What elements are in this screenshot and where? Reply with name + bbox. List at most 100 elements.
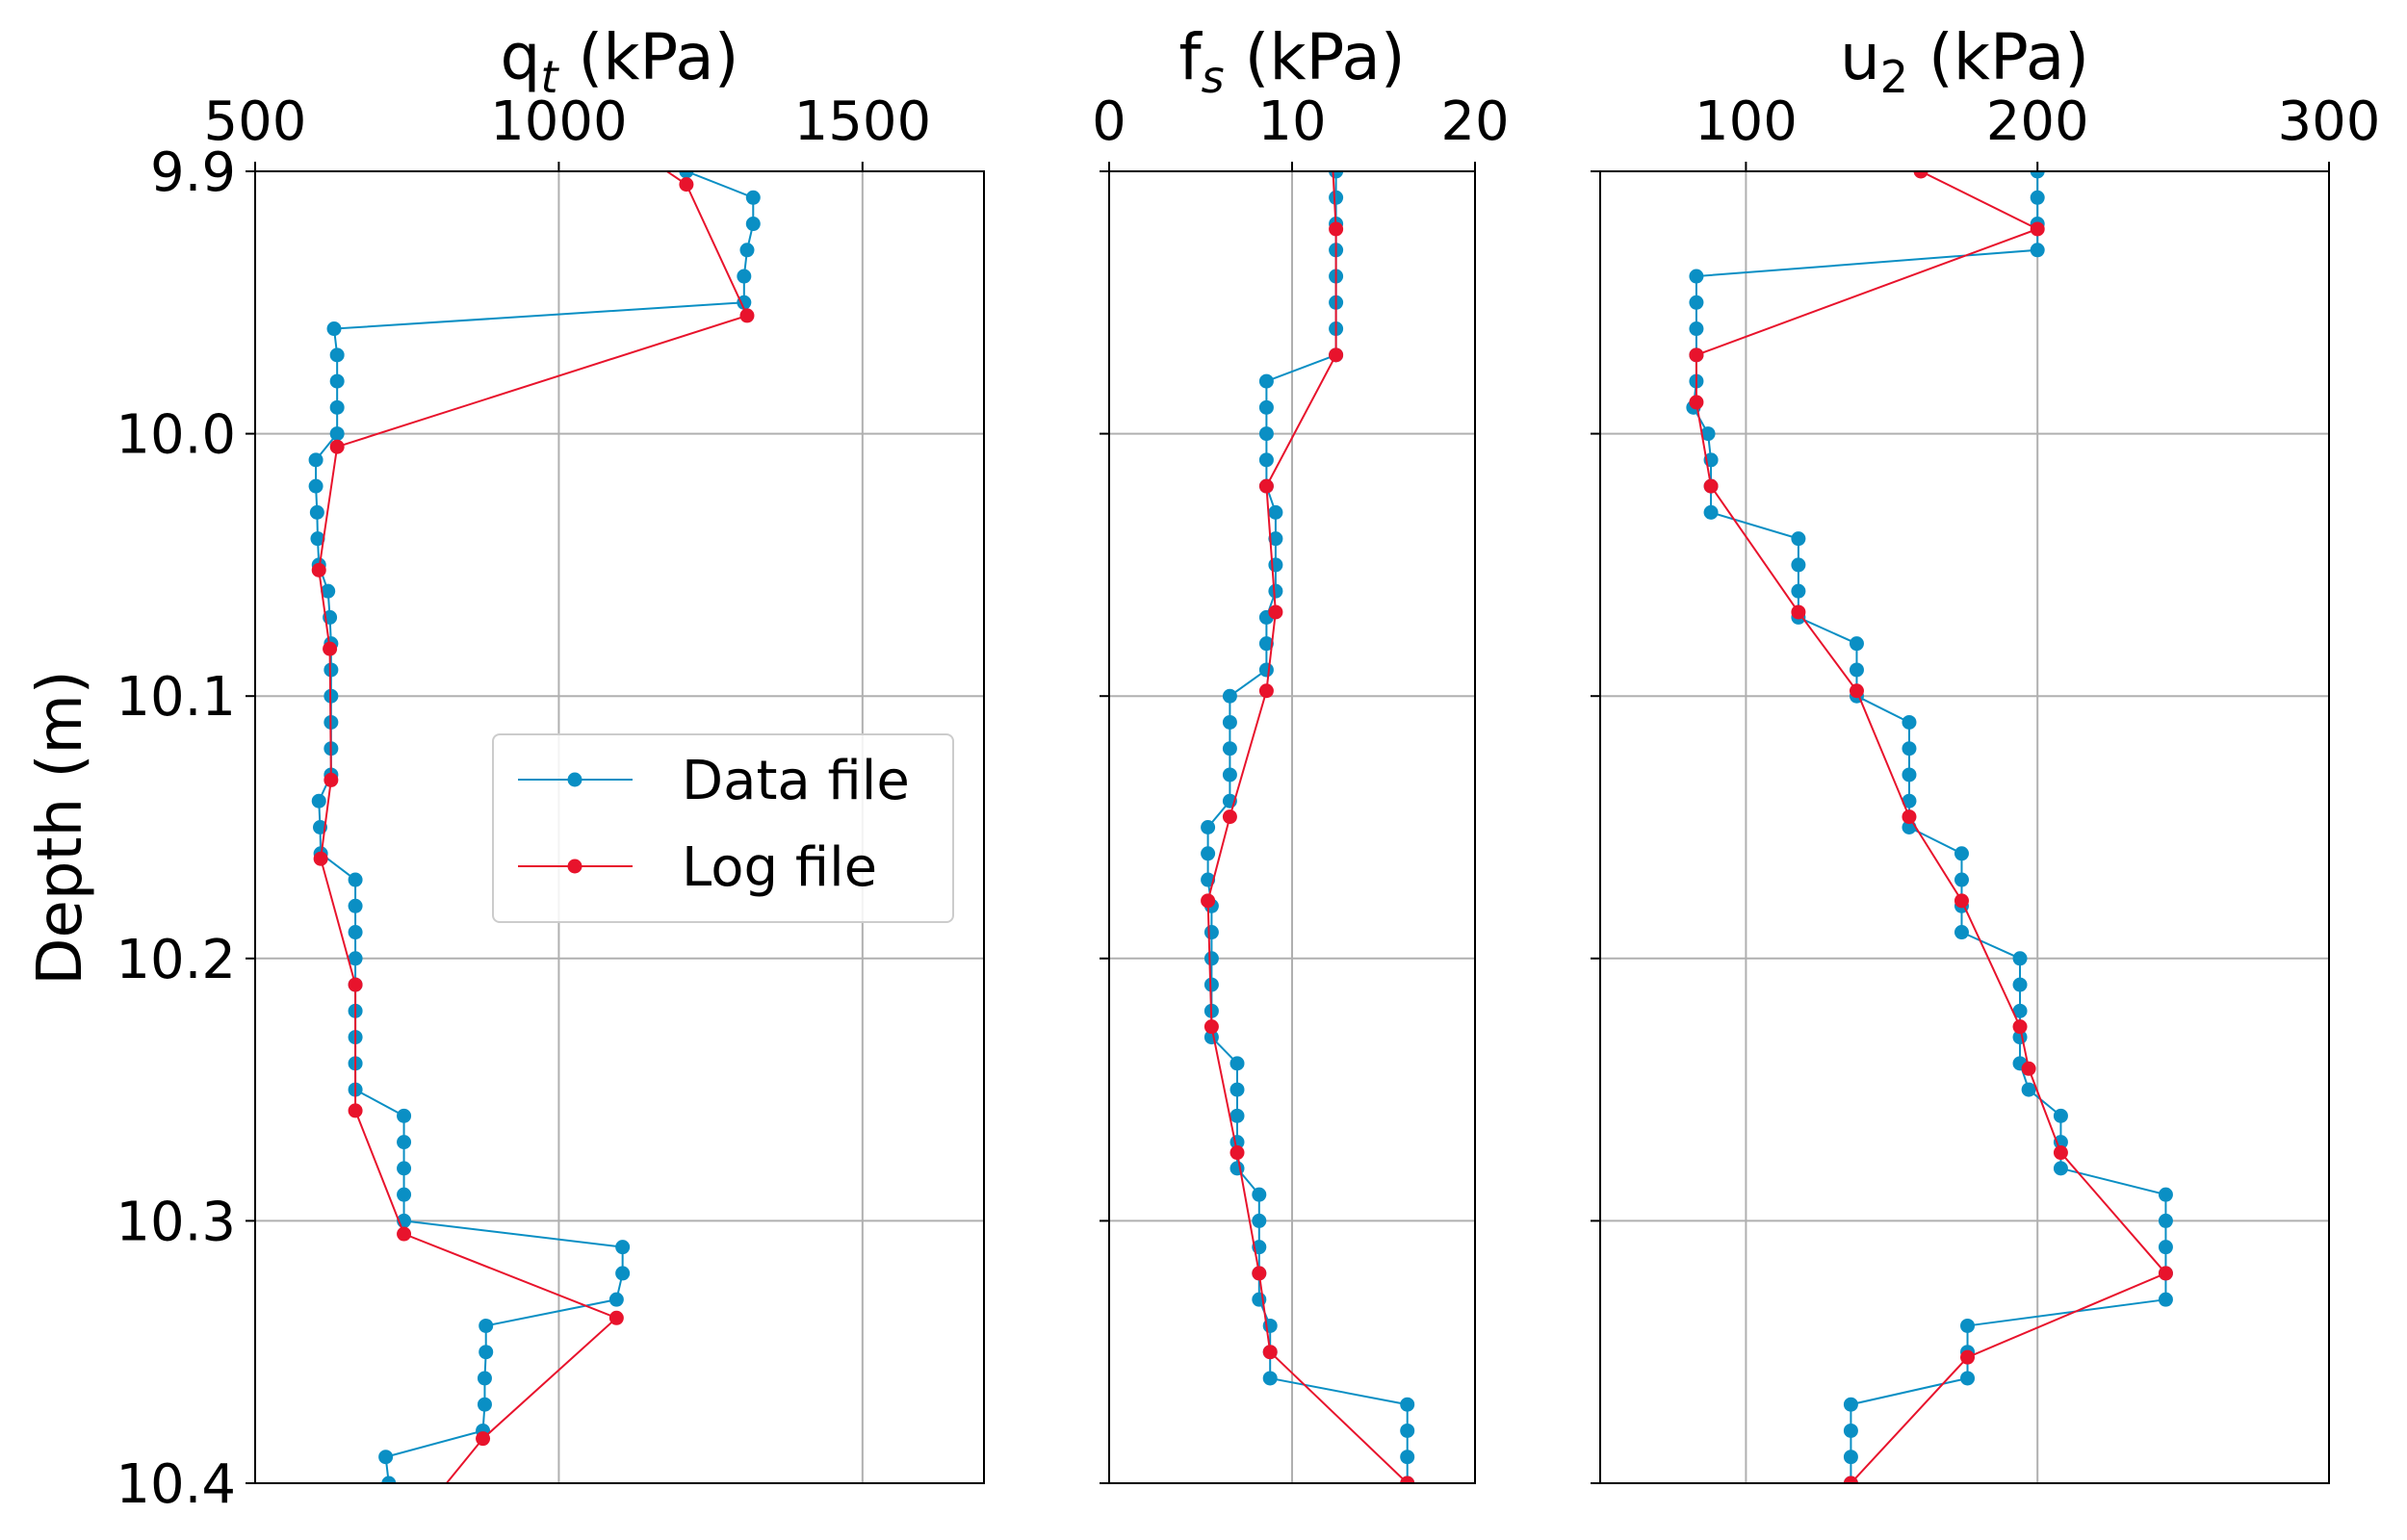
- data-point: [348, 925, 363, 940]
- data-point: [1204, 977, 1219, 992]
- data-point: [1258, 426, 1274, 442]
- data-point: [1359, 1502, 1374, 1517]
- data-point: [2012, 1003, 2028, 1018]
- data-point: [2030, 221, 2045, 237]
- data-point: [1849, 683, 1864, 699]
- data-point: [739, 308, 755, 323]
- data-point: [1268, 583, 1283, 599]
- data-point: [397, 1108, 412, 1123]
- data-point: [1329, 221, 1344, 237]
- data-point: [310, 531, 325, 547]
- data-point: [397, 1226, 412, 1242]
- data-point: [308, 478, 324, 494]
- data-point: [324, 772, 339, 787]
- data-point: [1400, 1397, 1415, 1412]
- data-point: [2158, 1292, 2173, 1307]
- data-point: [1229, 1082, 1245, 1097]
- data-point: [1204, 951, 1219, 966]
- data-point: [1268, 557, 1283, 573]
- data-point: [1229, 1108, 1245, 1123]
- data-point: [1791, 531, 1806, 547]
- data-point: [1689, 295, 1704, 310]
- data-point: [2012, 951, 2028, 966]
- data-point: [1258, 478, 1274, 494]
- data-point: [2030, 243, 2045, 258]
- data-point: [2012, 1019, 2028, 1035]
- y-tick-label: 10.4: [116, 1453, 236, 1516]
- data-point: [1258, 452, 1274, 468]
- data-point: [1902, 793, 1917, 808]
- data-point: [1960, 1349, 1976, 1365]
- y-tick-label: 9.9: [150, 141, 236, 204]
- data-point: [1229, 1145, 1245, 1161]
- data-point: [1204, 1019, 1219, 1035]
- data-point: [378, 1450, 394, 1465]
- series-line: [1206, 171, 1409, 1483]
- data-point: [1252, 1266, 1267, 1281]
- legend-marker: [567, 859, 582, 874]
- data-point: [308, 452, 324, 468]
- data-point: [1204, 925, 1219, 940]
- series-line: [315, 171, 755, 1483]
- data-point: [615, 1266, 631, 1281]
- data-point: [739, 243, 755, 258]
- data-point: [2158, 1240, 2173, 1255]
- data-point: [1329, 190, 1344, 205]
- data-point: [1268, 531, 1283, 547]
- data-point: [1791, 583, 1806, 599]
- panel-2: 0 10 20 fs (kPa): [1092, 20, 1510, 1517]
- data-point: [329, 426, 345, 442]
- data-point: [1201, 846, 1216, 861]
- data-point: [1222, 767, 1237, 783]
- legend-label: Data file: [682, 750, 910, 812]
- data-point: [329, 373, 345, 389]
- data-point: [1268, 604, 1283, 620]
- data-point: [1843, 1476, 1858, 1483]
- data-point: [745, 190, 761, 205]
- data-point: [329, 347, 345, 363]
- data-point: [608, 1292, 624, 1307]
- series-log-file: [311, 171, 755, 1483]
- data-point: [1954, 872, 1969, 887]
- data-point: [1325, 151, 1339, 166]
- legend-box: [492, 733, 954, 923]
- data-point: [329, 439, 345, 454]
- series-log-file: [1689, 171, 2173, 1483]
- data-point: [1700, 426, 1716, 442]
- data-point: [313, 851, 328, 866]
- data-point: [479, 1345, 494, 1360]
- data-point: [1849, 636, 1864, 652]
- data-point: [323, 641, 338, 656]
- data-point: [476, 1431, 491, 1447]
- data-point: [479, 1318, 494, 1333]
- y-tick-label: 10.1: [116, 666, 236, 729]
- data-point: [1258, 636, 1274, 652]
- data-point: [1229, 1161, 1245, 1176]
- series-line: [1206, 171, 1409, 1483]
- data-point: [311, 562, 326, 578]
- panel-title: qt (kPa): [501, 20, 739, 103]
- data-point: [348, 977, 363, 992]
- data-point: [1400, 1423, 1415, 1438]
- axes-frame: [1599, 170, 2330, 1484]
- data-point: [1902, 767, 1917, 783]
- data-point: [1954, 846, 1969, 861]
- data-point: [1400, 1450, 1415, 1465]
- data-point: [1884, 1502, 1899, 1517]
- data-point: [1222, 688, 1237, 704]
- panel-1: 500 1000 1500 9.9 10.0 10.1 10.2 10.3 10.4 qt (kP…: [25, 20, 985, 1516]
- data-point: [1229, 1056, 1245, 1071]
- data-point: [1201, 820, 1216, 834]
- data-point: [1268, 504, 1283, 520]
- series-line: [1692, 171, 2167, 1483]
- data-point: [2053, 1161, 2068, 1176]
- data-point: [1201, 893, 1216, 909]
- panel-title: u2 (kPa): [1840, 20, 2089, 103]
- y-tick-label: 10.2: [116, 929, 236, 991]
- data-point: [1902, 741, 1917, 757]
- data-point: [1258, 373, 1274, 389]
- data-point: [397, 1135, 412, 1150]
- series-data-file: [1686, 171, 2173, 1517]
- data-point: [1902, 809, 1917, 825]
- data-point: [745, 217, 761, 232]
